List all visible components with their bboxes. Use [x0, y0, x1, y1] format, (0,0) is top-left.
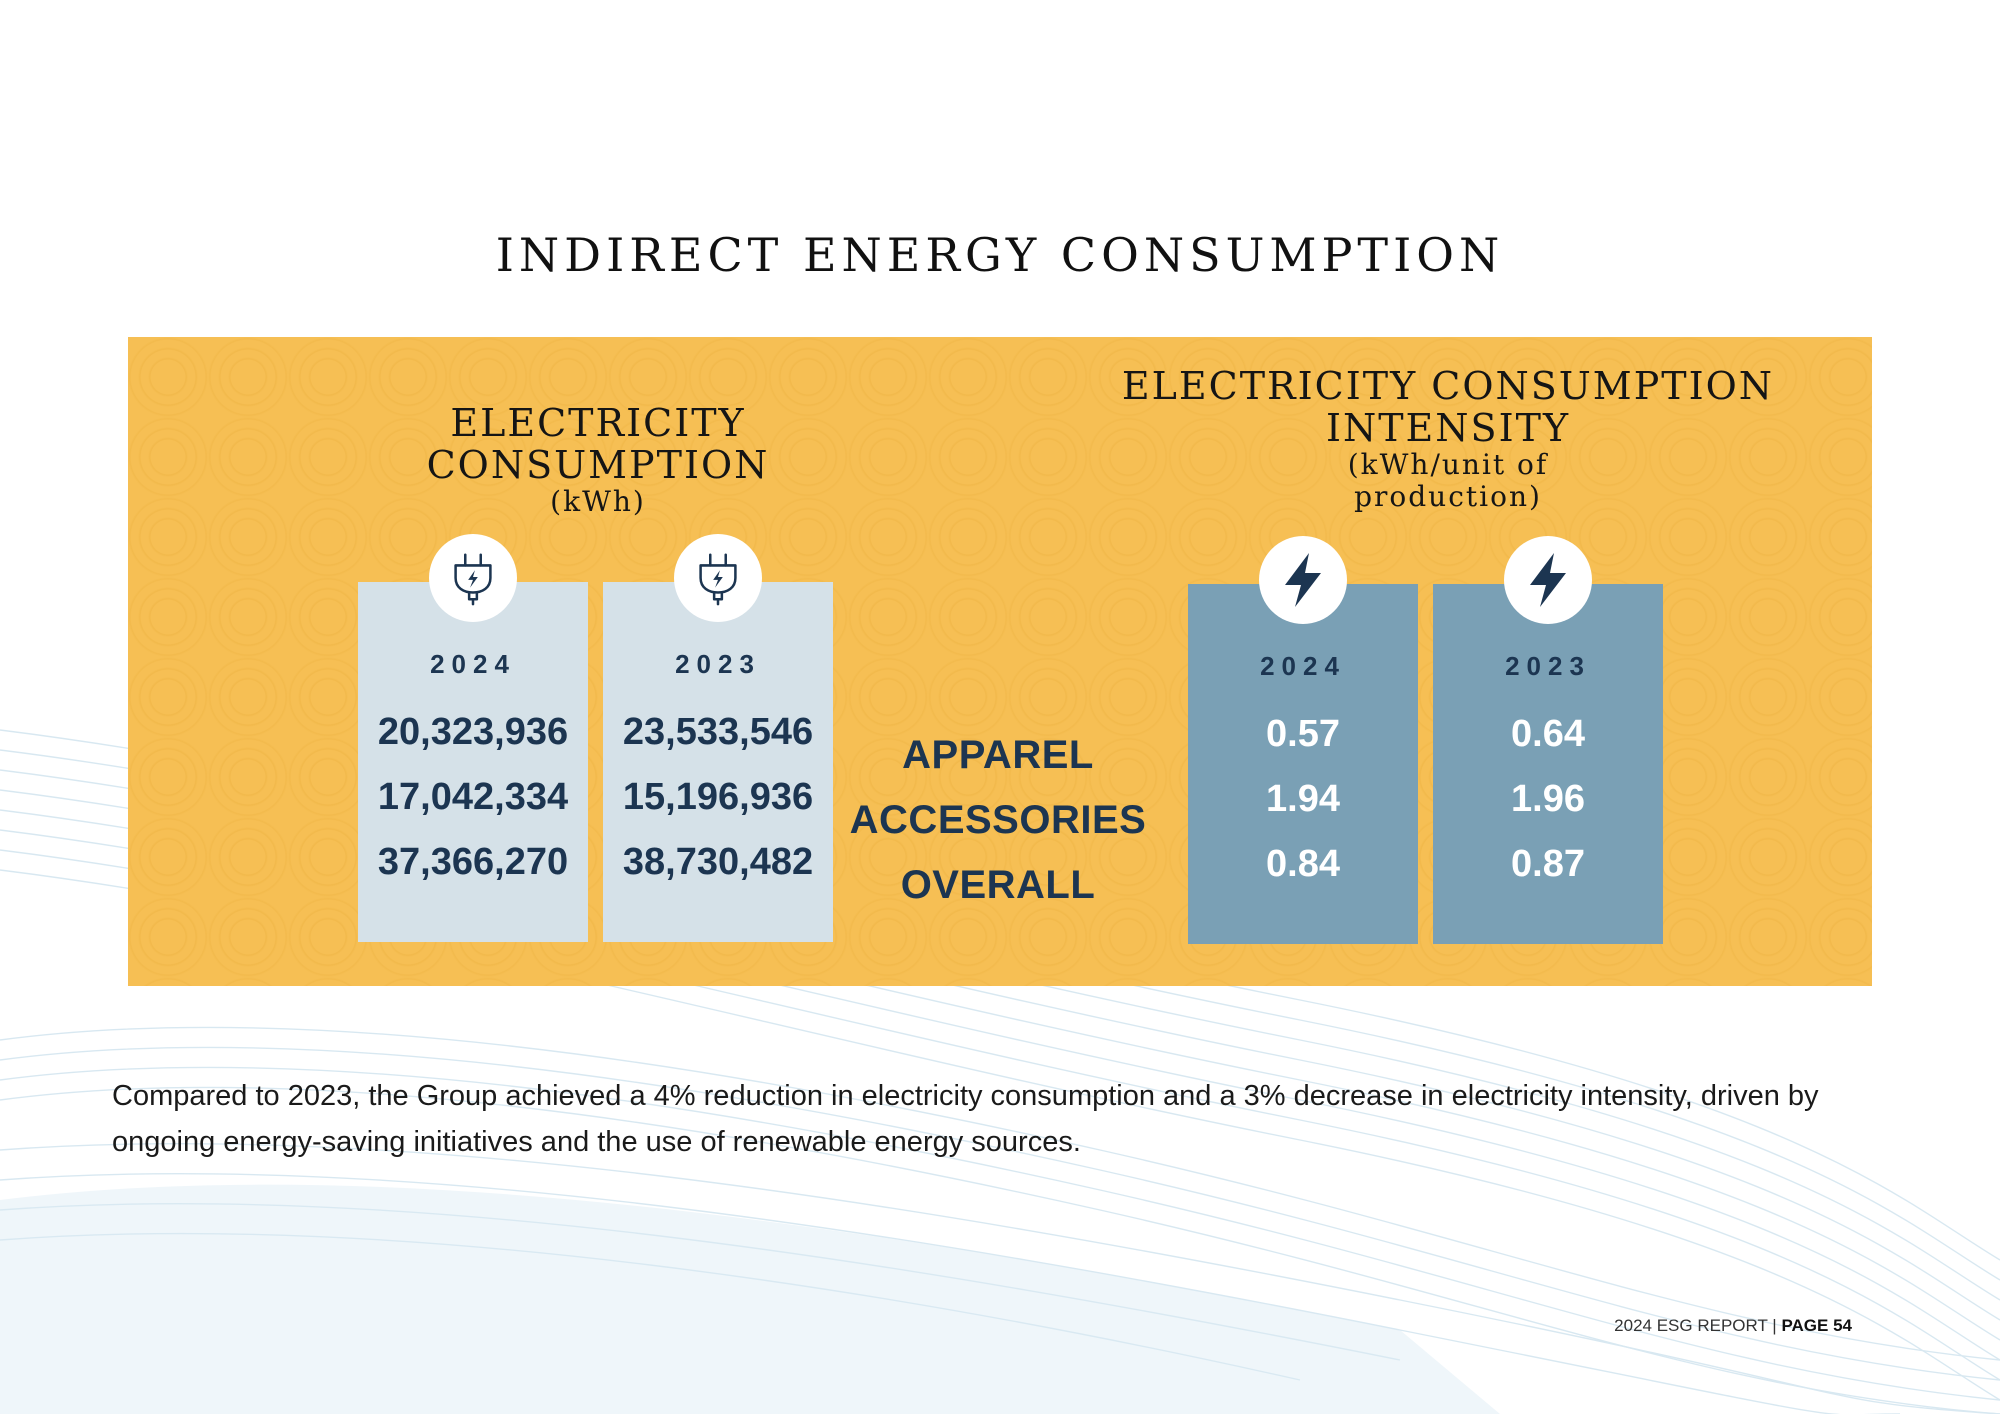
right-heading-line1: ELECTRICITY CONSUMPTION [1121, 364, 1775, 408]
left-heading-line1: ELECTRICITY [450, 401, 746, 445]
lightning-bolt-icon [1259, 536, 1347, 624]
consumption-column-2024: 2024 20,323,936 17,042,334 37,366,270 [358, 582, 588, 942]
value-apparel: 23,533,546 [622, 711, 814, 753]
value-accessories: 1.96 [1511, 778, 1585, 820]
value-accessories: 17,042,334 [377, 776, 569, 818]
page-title: INDIRECT ENERGY CONSUMPTION [495, 228, 1505, 282]
intensity-column-2023: 2023 0.64 1.96 0.87 [1433, 584, 1663, 944]
left-heading-unit: (kWh) [550, 485, 646, 518]
column-year: 2023 [1505, 651, 1591, 681]
energy-panel: ELECTRICITY CONSUMPTION (kWh) ELECTRICIT… [128, 337, 1872, 986]
summary-paragraph: Compared to 2023, the Group achieved a 4… [112, 1080, 1819, 1158]
plug-icon [674, 534, 762, 622]
column-year: 2024 [430, 649, 516, 679]
value-apparel: 0.64 [1511, 713, 1585, 755]
row-label-overall: OVERALL [900, 863, 1096, 907]
row-label-accessories: ACCESSORIES [849, 798, 1147, 842]
value-overall: 38,730,482 [622, 841, 814, 883]
right-heading-line2: INTENSITY [1325, 406, 1571, 450]
value-overall: 37,366,270 [377, 841, 569, 883]
footer-page-number: PAGE 54 [1781, 1316, 1852, 1335]
footer-report: 2024 ESG REPORT [1614, 1316, 1768, 1335]
consumption-column-2023: 2023 23,533,546 15,196,936 38,730,482 [603, 582, 833, 942]
value-accessories: 1.94 [1266, 778, 1340, 820]
plug-icon [429, 534, 517, 622]
footer-separator: | [1767, 1316, 1782, 1335]
intensity-column-2024: 2024 0.57 1.94 0.84 [1188, 584, 1418, 944]
value-accessories: 15,196,936 [622, 776, 814, 818]
right-heading-unit-line1: (kWh/unit of [1347, 448, 1549, 481]
electricity-intensity-heading: ELECTRICITY CONSUMPTION INTENSITY (kWh/u… [1048, 365, 1848, 513]
value-overall: 0.87 [1511, 843, 1585, 885]
value-apparel: 0.57 [1266, 713, 1340, 755]
page-footer: 2024 ESG REPORT | PAGE 54 [1614, 1316, 1852, 1336]
left-heading-line2: CONSUMPTION [426, 443, 770, 487]
lightning-bolt-icon [1504, 536, 1592, 624]
row-labels: APPAREL ACCESSORIES OVERALL [848, 723, 1148, 918]
column-year: 2024 [1260, 651, 1346, 681]
electricity-consumption-heading: ELECTRICITY CONSUMPTION (kWh) [398, 402, 798, 518]
row-label-apparel: APPAREL [902, 733, 1094, 777]
column-year: 2023 [675, 649, 761, 679]
value-apparel: 20,323,936 [377, 711, 569, 753]
right-heading-unit-line2: production) [1354, 480, 1542, 513]
value-overall: 0.84 [1266, 843, 1340, 885]
